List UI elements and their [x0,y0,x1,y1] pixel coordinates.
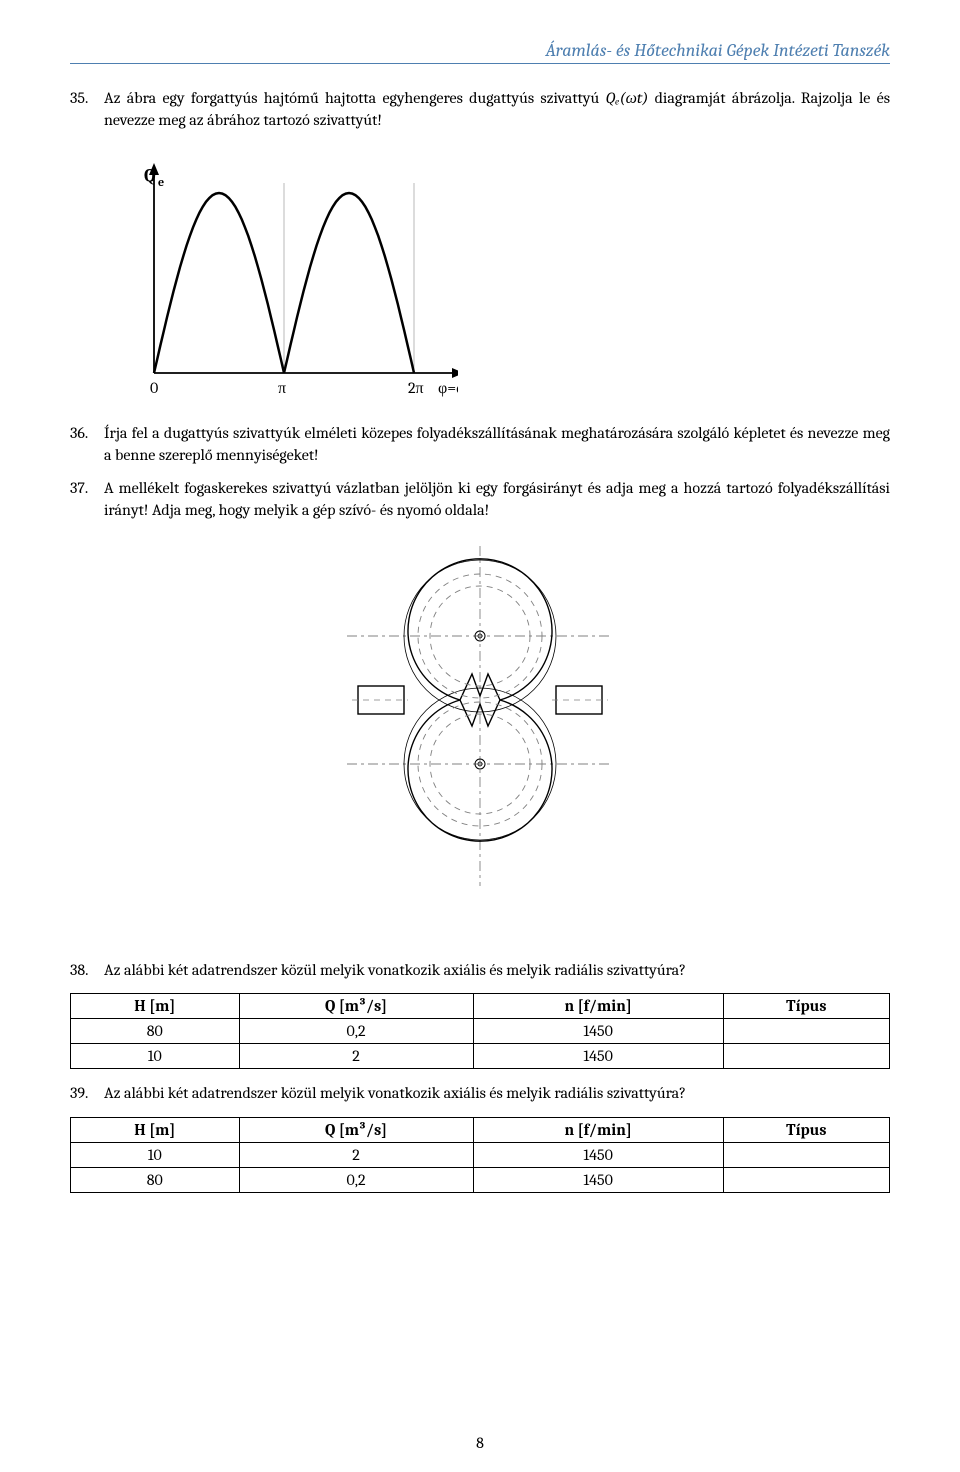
table-cell: 2 [239,1142,473,1167]
table-row: 800,21450 [71,1167,890,1192]
svg-text:φ=ω: φ=ω [438,379,458,397]
table-cell [723,1044,889,1069]
table-cell: 80 [71,1019,240,1044]
table-cell: 1450 [473,1167,723,1192]
table-header-cell: Típus [723,994,889,1019]
table-cell: 0,2 [239,1167,473,1192]
table-row: 1021450 [71,1142,890,1167]
table-q38: H [m]Q [m³/s]n [f/min]Típus 800,21450102… [70,993,890,1069]
table-row: 800,21450 [71,1019,890,1044]
q35-text: Az ábra egy forgattyús hajtómű hajtotta … [104,88,890,131]
gear-diagram [70,536,890,900]
page-number: 8 [0,1434,960,1452]
table-cell: 10 [71,1044,240,1069]
q36-number: 36. [70,423,104,466]
table-cell [723,1142,889,1167]
svg-text:e: e [158,175,164,189]
table-header-cell: Q [m³/s] [239,1117,473,1142]
table-header-cell: H [m] [71,1117,240,1142]
table-cell: 0,2 [239,1019,473,1044]
table-cell: 1450 [473,1019,723,1044]
gear-diagram-svg [335,536,625,896]
q37-number: 37. [70,478,104,521]
q37-text: A mellékelt fogaskerekes szivattyú vázla… [104,478,890,521]
table-cell [723,1167,889,1192]
svg-text:0: 0 [150,379,158,397]
q35-text-a: Az ábra egy forgattyús hajtómű hajtotta … [104,89,605,107]
q35-number: 35. [70,88,104,131]
qe-chart: Qe0π2πφ=ωt [118,143,890,407]
page-header: Áramlás- és Hőtechnikai Gépek Intézeti T… [70,40,890,64]
q38-text: Az alábbi két adatrendszer közül melyik … [104,960,890,982]
table-cell [723,1019,889,1044]
table-cell: 1450 [473,1044,723,1069]
table-cell: 2 [239,1044,473,1069]
q39-text: Az alábbi két adatrendszer közül melyik … [104,1083,890,1105]
table-header-cell: H [m] [71,994,240,1019]
table-cell: 10 [71,1142,240,1167]
q38-number: 38. [70,960,104,982]
table-q39: H [m]Q [m³/s]n [f/min]Típus 1021450800,2… [70,1117,890,1193]
q39-number: 39. [70,1083,104,1105]
table-cell: 1450 [473,1142,723,1167]
q36-text: Írja fel a dugattyús szivattyúk elméleti… [104,423,890,466]
svg-text:2π: 2π [408,379,424,397]
table-header-cell: Q [m³/s] [239,994,473,1019]
table-header-cell: n [f/min] [473,1117,723,1142]
table-header-cell: Típus [723,1117,889,1142]
q35-text-italic: Qₑ(ωt) [605,89,648,107]
qe-chart-svg: Qe0π2πφ=ωt [118,143,458,403]
table-header-cell: n [f/min] [473,994,723,1019]
table-cell: 80 [71,1167,240,1192]
svg-text:π: π [278,379,286,397]
table-row: 1021450 [71,1044,890,1069]
